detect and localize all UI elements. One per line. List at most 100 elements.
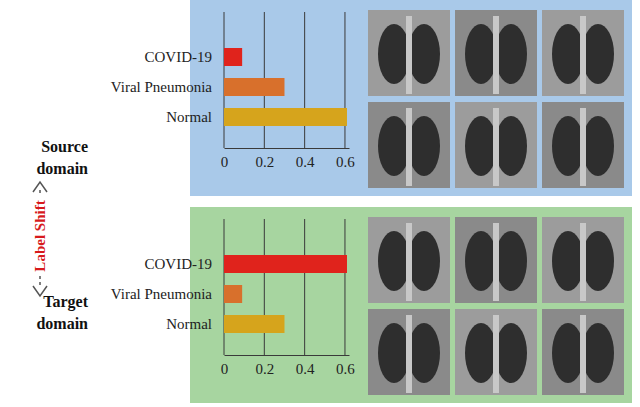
tick: COVID-19 (145, 256, 213, 272)
panel-title: Targetdomain (36, 293, 88, 332)
xray-lung (378, 24, 410, 84)
xray-lung (465, 116, 497, 176)
tick: 0.6 (336, 148, 355, 170)
xray-lung (495, 231, 527, 291)
bar (224, 255, 347, 273)
tick-label: 0 (221, 361, 229, 377)
xray-background (368, 309, 450, 395)
tick: 0.2 (255, 148, 274, 170)
xray-spine (406, 315, 412, 393)
panel-title: Sourcedomain (36, 138, 88, 177)
xray-lung (408, 24, 440, 84)
tick: 0.6 (336, 355, 355, 377)
axis-line (225, 355, 350, 356)
xray-background (455, 309, 537, 395)
category-axis: COVID-19 Viral Pneumonia Normal (111, 49, 213, 125)
xray-lung (465, 24, 497, 84)
tick: 0.4 (296, 148, 315, 170)
xray-lung (582, 231, 614, 291)
value-axis: 0 0.2 0.4 0.6 (221, 355, 356, 377)
tick-label: 0.4 (296, 154, 315, 170)
xray-spine (493, 315, 499, 393)
tick: Viral Pneumonia (111, 286, 213, 302)
xray-lung (582, 323, 614, 383)
tick-label: 0.2 (255, 154, 274, 170)
panel-background (190, 207, 632, 403)
xray-lung (582, 116, 614, 176)
xray-spine (493, 223, 499, 301)
bar (224, 285, 242, 303)
bar (224, 315, 284, 333)
grid-line (264, 219, 265, 355)
xray-image (368, 102, 450, 188)
xray-lung (465, 231, 497, 291)
category-label: Normal (166, 316, 212, 332)
xray-image (542, 102, 624, 188)
tick: Normal (166, 316, 212, 332)
xray-lung (552, 323, 584, 383)
panel: 0 0.2 0.4 0.6 COVID-19 Viral Pneumonia Normal (111, 207, 632, 403)
xray-image (455, 309, 537, 395)
xray-lung (408, 323, 440, 383)
xray-image (542, 217, 624, 303)
xray-background (455, 10, 537, 96)
xray-lung (552, 24, 584, 84)
images (368, 10, 624, 188)
xray-lung (552, 231, 584, 291)
xray-lung (408, 116, 440, 176)
bar (224, 48, 242, 66)
tick-label: 0.2 (255, 361, 274, 377)
value-axis: 0 0.2 0.4 0.6 (221, 148, 356, 170)
figure: 0 0.2 0.4 0.6 COVID-19 Viral Pneumonia Normal S… (0, 0, 640, 407)
xray-image (368, 309, 450, 395)
xray-spine (580, 16, 586, 94)
category-label: Viral Pneumonia (111, 79, 213, 95)
tick: Viral Pneumonia (111, 79, 213, 95)
xray-lung (378, 116, 410, 176)
xray-image (368, 217, 450, 303)
xray-image (455, 10, 537, 96)
tick: Normal (166, 109, 212, 125)
xray-lung (495, 116, 527, 176)
arrow-line (39, 190, 41, 196)
annotation: Label Shift (32, 182, 48, 296)
xray-lung (582, 24, 614, 84)
xray-lung (378, 323, 410, 383)
tick: 0.2 (255, 355, 274, 377)
panel: 0 0.2 0.4 0.6 COVID-19 Viral Pneumonia Normal (111, 0, 632, 196)
xray-lung (495, 323, 527, 383)
category-label: Normal (166, 109, 212, 125)
tick-label: 0 (221, 154, 229, 170)
xray-lung (465, 323, 497, 383)
grid (224, 12, 345, 148)
xray-spine (580, 223, 586, 301)
xray-background (368, 10, 450, 96)
grid (224, 219, 345, 355)
bars (224, 255, 347, 333)
xray-spine (580, 108, 586, 186)
xray-image (455, 217, 537, 303)
xray-image (542, 10, 624, 96)
xray-background (542, 102, 624, 188)
arrow-head (33, 182, 47, 192)
xray-background (455, 217, 537, 303)
grid-line (344, 12, 345, 148)
arrow-line (39, 276, 41, 288)
bar (224, 78, 284, 96)
tick-label: 0.4 (296, 361, 315, 377)
tick-label: 0.6 (336, 361, 355, 377)
grid-line (304, 12, 305, 148)
xray-spine (406, 108, 412, 186)
tick: COVID-19 (145, 49, 213, 65)
tick: 0.4 (296, 355, 315, 377)
bars (224, 48, 347, 126)
grid-line (304, 219, 305, 355)
xray-image (368, 10, 450, 96)
xray-background (542, 217, 624, 303)
grid-line (344, 219, 345, 355)
xray-spine (493, 16, 499, 94)
panel-background (190, 0, 632, 196)
xray-background (542, 309, 624, 395)
xray-lung (378, 231, 410, 291)
category-label: COVID-19 (145, 256, 213, 272)
